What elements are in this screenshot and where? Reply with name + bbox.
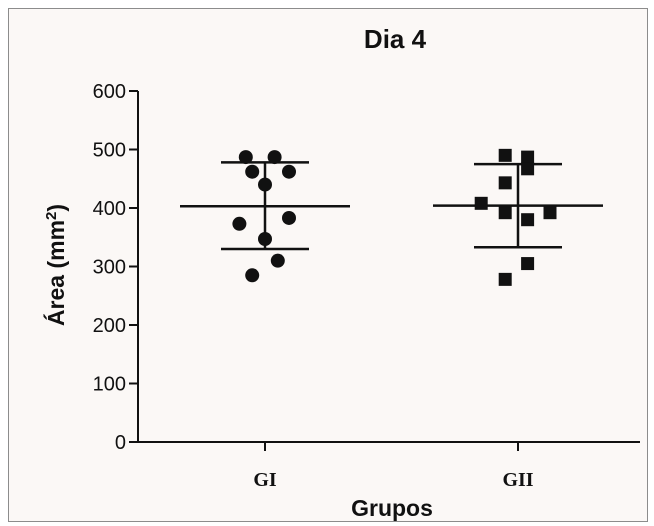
- data-point-circle: [245, 268, 260, 283]
- x-tick-label: GII: [502, 469, 533, 491]
- data-point-circle: [267, 150, 282, 165]
- y-tick-label: 500: [93, 140, 126, 162]
- chart-title: Dia 4: [364, 24, 427, 54]
- data-point-circle: [282, 164, 296, 179]
- data-point-square: [521, 162, 535, 176]
- data-point-circle: [232, 216, 247, 231]
- data-point-circle: [270, 253, 285, 268]
- data-point-square: [521, 213, 535, 227]
- data-point-square: [521, 150, 535, 164]
- y-tick-label: 0: [115, 432, 126, 454]
- x-tick-label: GI: [253, 469, 277, 491]
- data-point-circle: [238, 150, 253, 165]
- data-point-circle: [282, 210, 296, 225]
- y-tick-label: 100: [93, 374, 126, 396]
- data-point-circle: [258, 177, 272, 192]
- data-point-square: [498, 272, 512, 286]
- data-point-square: [498, 148, 512, 162]
- y-tick-label: 400: [93, 198, 126, 220]
- data-point-square: [498, 206, 512, 220]
- y-tick-label: 600: [93, 81, 126, 103]
- x-axis-label: Grupos: [351, 495, 433, 521]
- y-axis-label: Área (mm2): [42, 204, 69, 326]
- y-tick-label: 300: [93, 257, 126, 279]
- data-point-circle: [245, 164, 260, 179]
- y-tick-label: 200: [93, 315, 126, 337]
- chart-frame: [8, 8, 648, 522]
- data-point-square: [521, 257, 535, 271]
- data-point-square: [474, 196, 488, 210]
- data-point-square: [498, 176, 512, 190]
- data-point-circle: [258, 232, 272, 247]
- data-point-square: [543, 206, 557, 220]
